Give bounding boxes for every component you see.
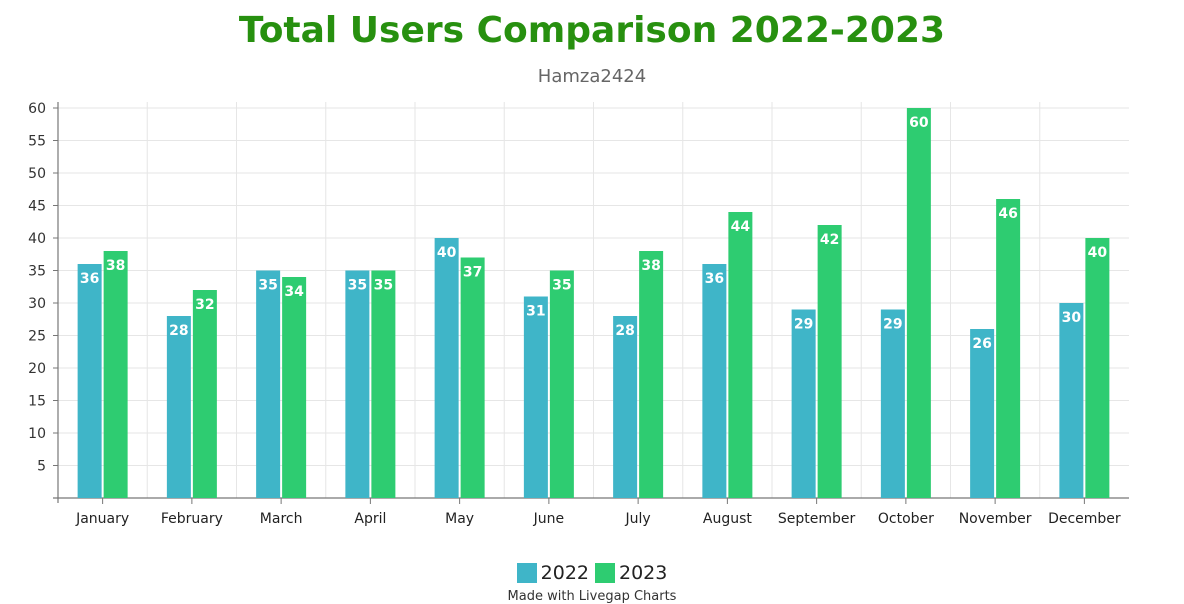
- legend-label-2022: 2022: [540, 562, 589, 584]
- legend-item-2023[interactable]: 2023: [595, 562, 667, 584]
- data-label: 36: [705, 271, 724, 287]
- chart-subtitle: Hamza2424: [537, 66, 647, 87]
- data-label: 28: [169, 323, 188, 339]
- bar-2022-november: [970, 329, 995, 498]
- bar-2023-january: [103, 251, 128, 498]
- bar-2023-august: [728, 212, 753, 498]
- data-label: 26: [972, 336, 991, 352]
- bar-2022-october: [880, 309, 905, 498]
- data-label: 34: [284, 284, 304, 300]
- x-tick-label: September: [778, 511, 856, 527]
- x-tick-label: August: [703, 511, 753, 527]
- x-tick-label: March: [260, 511, 303, 527]
- bar-2022-september: [791, 309, 816, 498]
- data-label: 32: [195, 297, 214, 313]
- bar-2023-december: [1085, 238, 1110, 498]
- bar-2023-november: [996, 199, 1021, 498]
- bar-2023-october: [906, 108, 931, 498]
- x-tick-label: February: [161, 511, 223, 527]
- bar-2022-may: [434, 238, 459, 498]
- bar-2023-april: [371, 270, 396, 498]
- data-label: 30: [1062, 310, 1082, 326]
- bar-2022-january: [77, 264, 102, 498]
- bar-2023-july: [639, 251, 664, 498]
- data-label: 31: [526, 304, 545, 320]
- bar-2022-march: [256, 270, 281, 498]
- y-tick-label: 40: [28, 231, 46, 247]
- data-label: 60: [909, 115, 929, 131]
- bar-2023-september: [817, 225, 842, 498]
- legend-swatch-2022: [516, 563, 537, 583]
- bar-2022-december: [1059, 303, 1084, 498]
- y-tick-label: 60: [28, 101, 46, 117]
- y-tick-label: 15: [28, 394, 46, 410]
- legend-swatch-2023: [595, 563, 615, 583]
- bar-2022-august: [702, 264, 727, 498]
- y-tick-label: 25: [28, 329, 46, 345]
- data-label: 38: [641, 258, 660, 274]
- y-tick-label: 45: [28, 199, 46, 215]
- x-tick-label: October: [878, 511, 934, 527]
- legend: 2022 2023: [0, 562, 1184, 584]
- data-label: 36: [80, 271, 99, 287]
- x-tick-label: January: [75, 511, 129, 527]
- bar-2023-june: [549, 270, 574, 498]
- data-label: 35: [374, 278, 393, 294]
- bar-2022-april: [345, 270, 370, 498]
- data-label: 46: [998, 206, 1017, 222]
- chart-title: Total Users Comparison 2022-2023: [238, 10, 946, 51]
- bar-2022-july: [613, 316, 638, 498]
- data-label: 40: [437, 245, 457, 261]
- x-tick-label: November: [959, 511, 1032, 527]
- data-label: 44: [731, 219, 751, 235]
- data-label: 29: [883, 317, 902, 333]
- bar-2023-march: [282, 277, 307, 498]
- x-tick-label: July: [625, 511, 651, 527]
- y-tick-label: 50: [28, 166, 46, 182]
- legend-label-2023: 2023: [619, 562, 668, 584]
- bar-2023-february: [192, 290, 217, 498]
- data-label: 42: [820, 232, 839, 248]
- data-label: 40: [1088, 245, 1108, 261]
- bar-2022-february: [166, 316, 191, 498]
- y-tick-label: 20: [28, 361, 46, 377]
- y-tick-label: 30: [28, 296, 46, 312]
- x-tick-label: June: [533, 511, 565, 527]
- x-tick-label: April: [354, 511, 386, 527]
- data-label: 29: [794, 317, 813, 333]
- y-tick-label: 55: [28, 134, 46, 150]
- data-label: 35: [552, 278, 571, 294]
- data-label: 28: [615, 323, 634, 339]
- bar-2022-june: [523, 296, 548, 498]
- x-tick-label: May: [445, 511, 474, 527]
- y-tick-label: 5: [37, 459, 46, 475]
- data-label: 35: [258, 278, 277, 294]
- legend-item-2022[interactable]: 2022: [516, 562, 589, 584]
- x-tick-label: December: [1048, 511, 1121, 527]
- data-label: 38: [106, 258, 125, 274]
- y-tick-label: 35: [28, 264, 46, 280]
- bar-2023-may: [460, 257, 485, 498]
- y-tick-label: 10: [28, 426, 46, 442]
- data-label: 35: [348, 278, 367, 294]
- data-label: 37: [463, 265, 482, 281]
